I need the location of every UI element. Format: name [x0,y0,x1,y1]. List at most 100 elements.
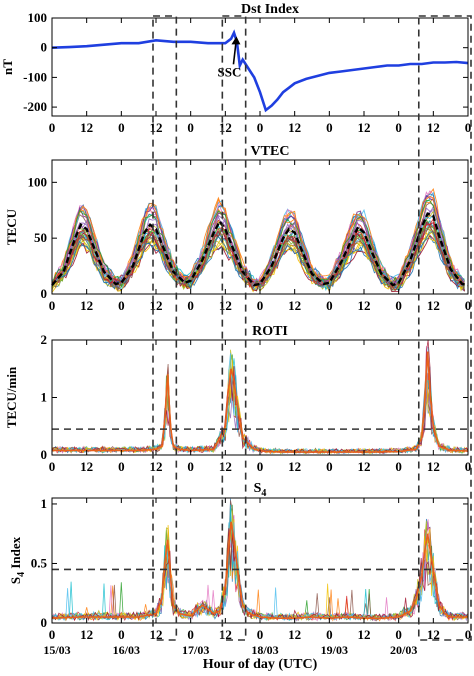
x-tick-label: 0 [326,120,333,135]
series-line-2 [51,212,469,287]
x-tick-label: 0 [257,627,264,642]
station-trace [51,367,469,455]
x-tick-label: 0 [187,298,194,313]
date-label: 16/03 [113,643,140,657]
x-tick-label: 0 [118,120,125,135]
x-tick-label: 0 [465,120,472,135]
panel-2 [51,159,469,295]
x-tick-label: 12 [427,459,440,474]
x-tick-label: 0 [465,298,472,313]
x-tick-label: 12 [150,459,163,474]
station-trace [51,199,465,288]
x-tick-label: 0 [395,627,402,642]
x-tick-label: 0 [49,459,56,474]
annotation-arrowhead [231,36,241,45]
x-tick-label: 12 [150,298,163,313]
series-line-1 [51,29,469,113]
x-tick-label: 0 [326,298,333,313]
panel-1 [51,17,469,117]
axes-frame [51,339,469,456]
y-tick-label: 2 [41,332,48,347]
x-tick-label: 0 [326,627,333,642]
y-axis-label: nT [0,59,15,75]
date-label: 19/03 [321,643,348,657]
station-trace [51,500,469,622]
x-tick-label: 12 [288,298,301,313]
y-tick-label: -100 [23,69,47,84]
x-tick-label: 12 [288,459,301,474]
x-tick-label: 12 [288,627,301,642]
x-tick-label: 12 [80,627,93,642]
x-tick-label: 0 [395,120,402,135]
x-tick-label: 12 [219,120,232,135]
x-tick-label: 0 [187,120,194,135]
x-tick-label: 12 [358,627,371,642]
station-trace [51,510,469,622]
event-highlight-box [417,15,472,641]
x-tick-label: 0 [395,459,402,474]
x-tick-label: 0 [49,120,56,135]
x-tick-label: 0 [187,459,194,474]
x-tick-label: 0 [465,627,472,642]
x-tick-label: 12 [427,627,440,642]
y-tick-label: 1 [41,390,48,405]
x-tick-label: 12 [427,120,440,135]
station-trace [51,528,469,622]
x-tick-label: 0 [118,298,125,313]
y-tick-label: 0 [41,615,48,630]
x-tick-label: 12 [358,459,371,474]
station-trace [51,363,469,455]
x-tick-label: 0 [257,459,264,474]
chart-title: Dst Index [241,2,299,17]
x-tick-label: 12 [219,298,232,313]
station-trace [51,354,469,454]
station-trace [51,358,469,455]
series-line-3 [52,351,469,453]
x-tick-label: 12 [150,120,163,135]
date-label: 20/03 [390,643,417,657]
x-tick-label: 0 [118,459,125,474]
chart-title: VTEC [251,144,290,159]
x-tick-label: 0 [49,627,56,642]
x-tick-label: 0 [257,298,264,313]
x-tick-label: 12 [358,298,371,313]
x-tick-label: 0 [187,627,194,642]
station-trace [51,530,469,622]
station-trace [52,522,469,621]
panel-3 [51,339,469,456]
chart-title: ROTI [252,324,288,339]
x-tick-label: 12 [288,120,301,135]
y-tick-label: 100 [28,10,48,25]
y-tick-label: 100 [28,174,48,189]
station-trace [51,527,469,622]
station-trace [51,366,469,455]
x-tick-label: 12 [427,298,440,313]
x-tick-label: 12 [358,120,371,135]
station-trace [51,377,469,455]
y-tick-label: 0 [41,40,48,55]
x-axis-label: Hour of day (UTC) [203,657,318,672]
station-trace [51,522,469,622]
y-axis-label: S4 Index [8,536,27,584]
y-tick-label: 0.5 [31,555,48,570]
y-axis-label: TECU/min [4,366,19,428]
x-tick-label: 0 [326,459,333,474]
x-tick-label: 0 [395,298,402,313]
station-trace [51,345,469,454]
y-tick-label: -200 [23,99,47,114]
axes-frame [51,17,469,117]
station-trace [51,359,469,455]
x-tick-label: 12 [80,459,93,474]
x-tick-label: 0 [257,120,264,135]
station-trace [51,349,469,455]
station-trace [51,515,469,622]
date-label: 18/03 [251,643,278,657]
x-tick-label: 12 [219,459,232,474]
chart-title: S4 [254,481,267,499]
x-tick-label: 12 [80,298,93,313]
y-axis-label: TECU [4,208,19,245]
station-trace [51,358,469,455]
y-tick-label: 0 [41,286,48,301]
